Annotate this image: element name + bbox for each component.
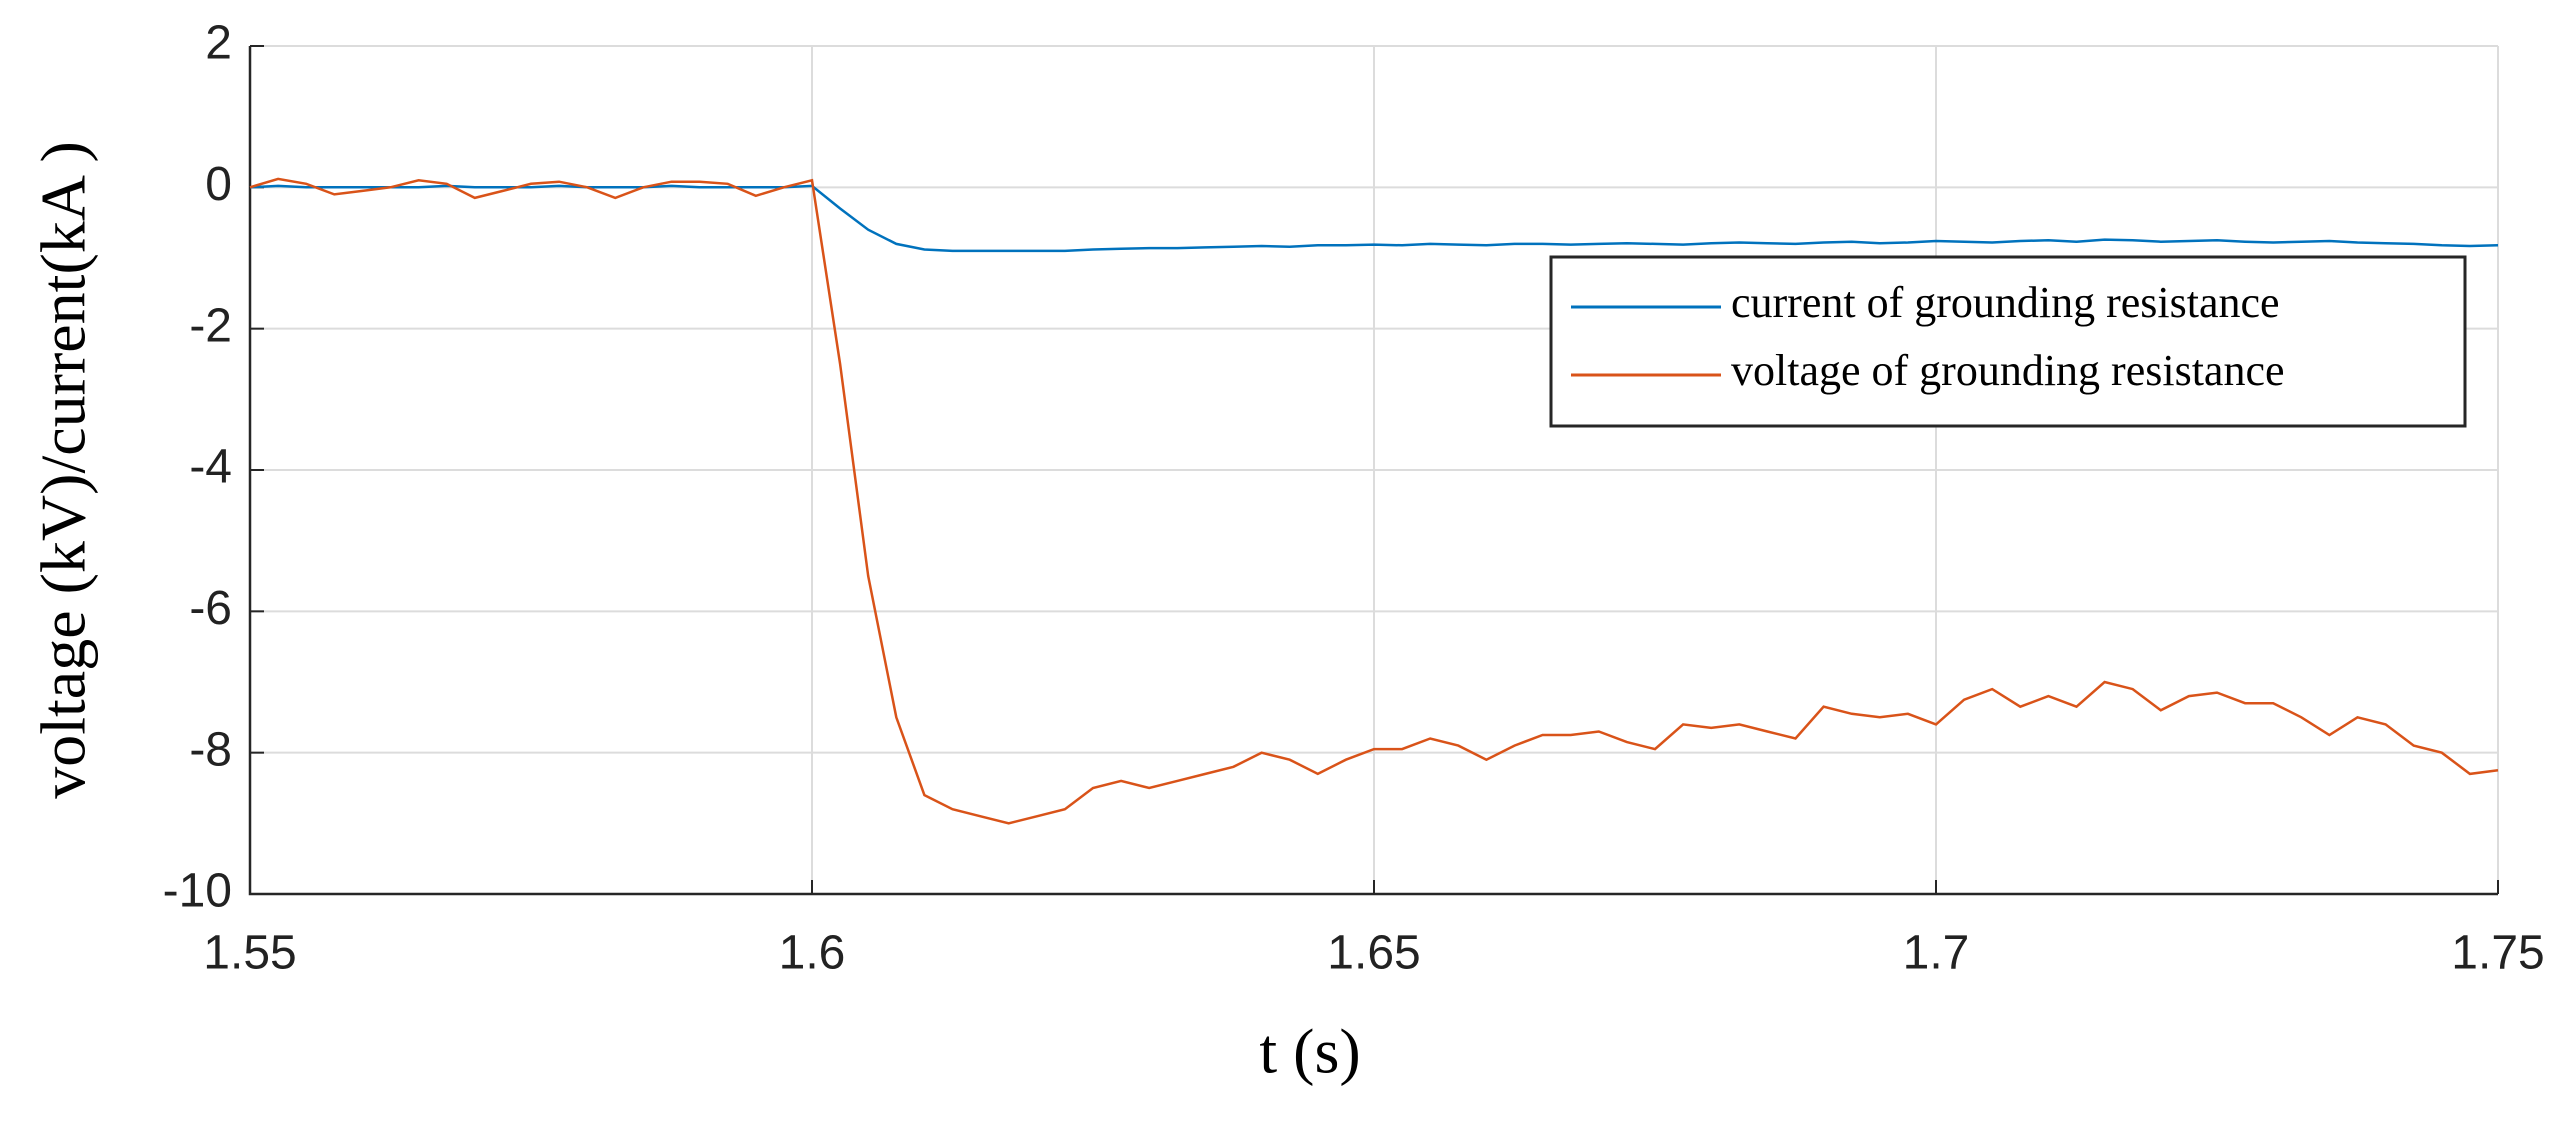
series-line xyxy=(249,184,2499,253)
y-tick-label: -10 xyxy=(163,865,232,918)
x-axis-label: t (s) xyxy=(1259,1016,1360,1087)
axis-line xyxy=(248,46,2498,896)
series-line xyxy=(249,177,2499,825)
y-tick-label: -4 xyxy=(189,441,232,494)
y-axis-label: voltage (kV)/current(kA ) xyxy=(28,141,99,799)
y-tick-label: 2 xyxy=(205,17,232,70)
y-tick-label: -8 xyxy=(189,723,232,776)
x-tick-label: 1.65 xyxy=(1327,927,1420,980)
y-tick-label: 0 xyxy=(205,158,232,211)
y-tick-label: -6 xyxy=(189,582,232,635)
x-tick-label: 1.6 xyxy=(779,927,846,980)
y-tick-label: -2 xyxy=(189,299,232,352)
x-tick-label: 1.55 xyxy=(203,927,296,980)
legend-label: current of grounding resistance xyxy=(1731,278,2280,327)
legend-label: voltage of grounding resistance xyxy=(1731,346,2285,395)
x-tick-label: 1.7 xyxy=(1903,927,1970,980)
x-tick-label: 1.75 xyxy=(2451,927,2544,980)
legend-box xyxy=(1549,255,2467,428)
